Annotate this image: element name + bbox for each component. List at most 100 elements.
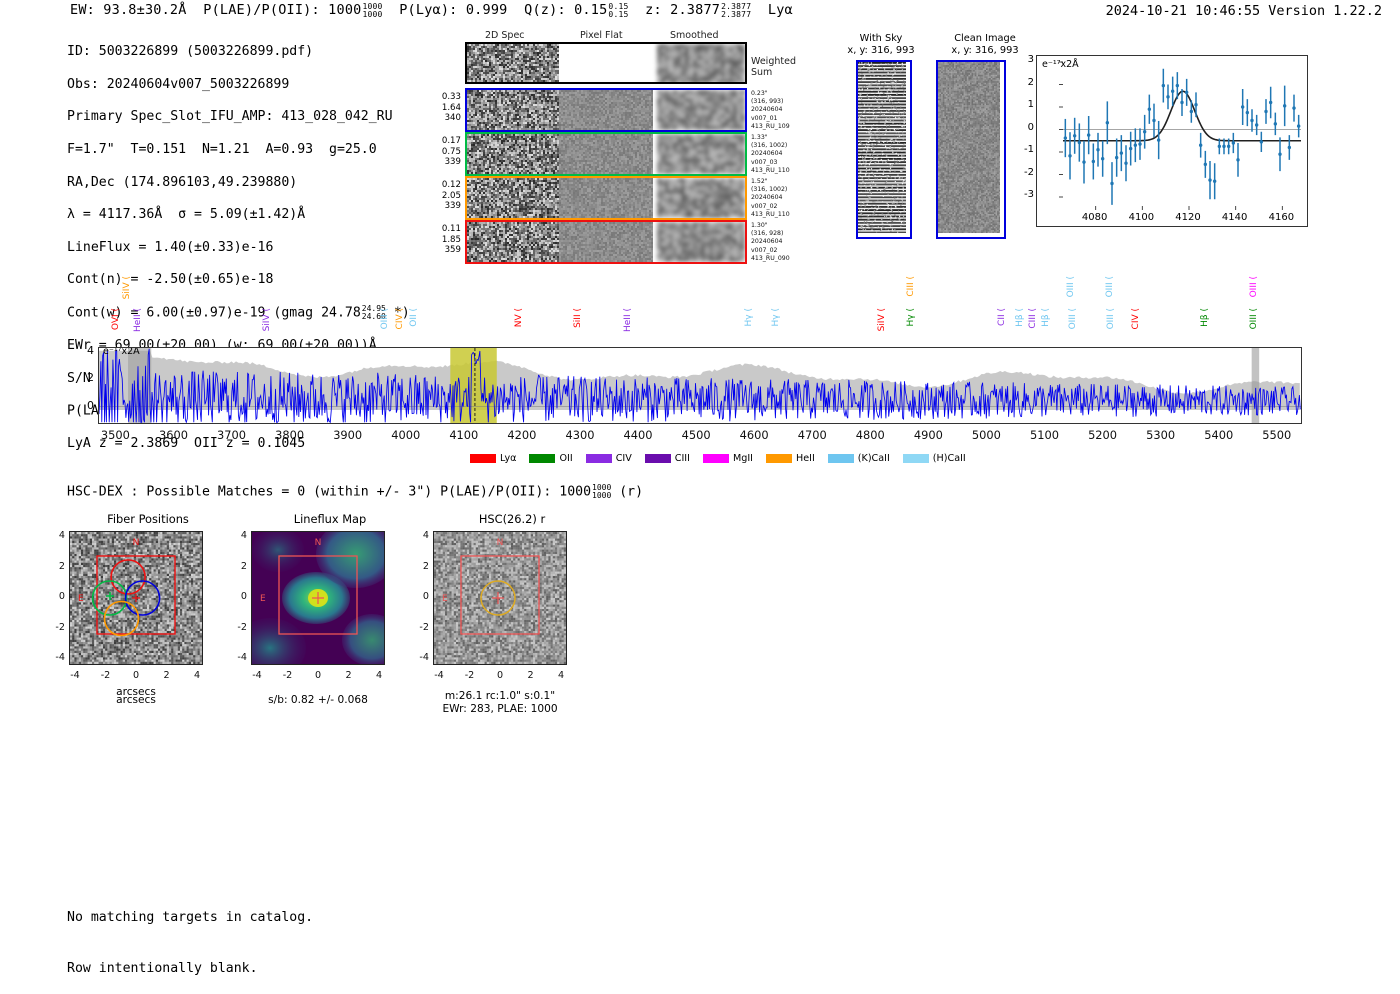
clean-image: [936, 60, 1006, 239]
weighted-sum-label: Weighted Sum: [751, 56, 796, 78]
fiber-positions-canvas: N E: [70, 532, 202, 664]
emission-line-label: CII (: [998, 308, 1007, 326]
fiber-stat: 0.11: [425, 224, 461, 235]
emission-line-label: OIII (: [1107, 308, 1116, 329]
info-lambda-sigma: λ = 4117.36Å σ = 5.09(±1.42)Å: [67, 207, 410, 223]
fiber-strip: [465, 42, 747, 84]
spectrum-xtick: 4300: [565, 428, 594, 442]
footer-line-1: No matching targets in catalog.: [67, 909, 313, 926]
fiber-stat: 1.64: [425, 103, 461, 114]
fiber-meta-line: 20240604: [751, 194, 831, 202]
legend-label: MgII: [733, 453, 753, 464]
fiber-stat: 2.05: [425, 191, 461, 202]
emission-line-label: OII (: [410, 308, 419, 327]
compass-north: N: [315, 538, 322, 548]
lineplot-xtick: 4160: [1269, 212, 1294, 223]
emission-line-label: OIII (: [1250, 276, 1259, 297]
lineplot-ytick: 2: [1014, 77, 1034, 88]
clean-image-title: Clean Image: [925, 33, 1045, 45]
legend-label: (K)CaII: [858, 453, 890, 464]
lineplot-ytick: -3: [1014, 189, 1034, 200]
spectrum-xtick: 4500: [682, 428, 711, 442]
cutout-ytick: 2: [409, 561, 429, 572]
spectrum-xtick: 4700: [798, 428, 827, 442]
legend-swatch: [903, 454, 929, 463]
spectrum-xtick: 4100: [449, 428, 478, 442]
spectrum-xtick: 5200: [1088, 428, 1117, 442]
fiber-meta-line: 20240604: [751, 238, 831, 246]
legend-item: CIV: [586, 453, 632, 464]
legend-label: (H)CaII: [933, 453, 966, 464]
with-sky-canvas: [858, 62, 906, 233]
fiber-meta-line: v007_02: [751, 247, 831, 255]
cutout-xtick: 4: [194, 670, 200, 681]
legend-label: CIII: [675, 453, 690, 464]
emission-line-label: NV (: [515, 308, 524, 327]
fiber-meta-line: 0.23": [751, 90, 831, 98]
emission-line-label: OIII (: [1106, 276, 1115, 297]
spectrum-xtick: 4200: [507, 428, 536, 442]
spectrum-xtick: 5500: [1262, 428, 1291, 442]
emission-line-label: Hγ (: [907, 308, 916, 326]
hsc-r-cutout[interactable]: N E: [433, 531, 567, 665]
compass-east: E: [442, 594, 448, 604]
emission-line-label: SiIV (: [123, 276, 132, 299]
cutout-ytick: 0: [409, 591, 429, 602]
panel-title-hsc-r: HSC(26.2) r: [432, 512, 592, 526]
cutout-ytick: -4: [227, 652, 247, 663]
cutout-ytick: -4: [45, 652, 65, 663]
cutout-xtick: -2: [283, 670, 293, 681]
col-header-pixelflat: Pixel Flat: [580, 30, 623, 41]
legend-item: CIII: [645, 453, 690, 464]
legend-item: (H)CaII: [903, 453, 966, 464]
fiber-meta-line: 413_RU_090: [751, 255, 831, 263]
fiber-meta-line: 413_RU_110: [751, 211, 831, 219]
fiber-strip-canvas: [467, 90, 745, 130]
cutout-ytick: 0: [227, 591, 247, 602]
with-sky-coords: x, y: 316, 993: [826, 45, 936, 57]
header-ew: EW: 93.8±30.2Å: [70, 2, 187, 18]
with-sky-image: [856, 60, 912, 239]
cutout-xtick: -4: [252, 670, 262, 681]
header-z: z: 2.3877: [645, 2, 720, 18]
cutout-ytick: -2: [409, 622, 429, 633]
clean-image-canvas: [938, 62, 1000, 233]
compass-east: E: [78, 594, 84, 604]
panel-title-fiber-positions: Fiber Positions: [68, 512, 228, 526]
cutout-xtick: -4: [70, 670, 80, 681]
spectrum-xtick: 5300: [1146, 428, 1175, 442]
legend-swatch: [586, 454, 612, 463]
emission-line-label: CIV (: [396, 308, 405, 329]
spectrum-xtick: 4400: [624, 428, 653, 442]
spectrum-xtick: 3900: [333, 428, 362, 442]
cutout-xtick: -2: [101, 670, 111, 681]
header-line-name: Lyα: [768, 2, 793, 18]
spectrum-xtick: 4000: [391, 428, 420, 442]
footer-note: No matching targets in catalog. Row inte…: [67, 875, 313, 994]
hsc-r-canvas: N E: [434, 532, 566, 664]
fiber-meta-line: (316, 993): [751, 98, 831, 106]
hsc-filter-tag: (r): [619, 484, 643, 499]
legend-label: HeII: [796, 453, 815, 464]
legend-label: OII: [559, 453, 572, 464]
col-header-smoothed: Smoothed: [670, 30, 719, 41]
spectrum-xtick: 5000: [972, 428, 1001, 442]
fiber-meta-line: 20240604: [751, 150, 831, 158]
fiber-positions-cutout[interactable]: N E: [69, 531, 203, 665]
legend-item: MgII: [703, 453, 753, 464]
lineflux-map-cutout[interactable]: N E: [251, 531, 385, 665]
cutout-ytick: -2: [45, 622, 65, 633]
hsc-r-caption: m:26.1 rc:1.0" s:0.1" EWr: 283, PLAE: 10…: [430, 690, 570, 716]
fiber-meta-line: 20240604: [751, 106, 831, 114]
legend-item: (K)CaII: [828, 453, 890, 464]
lineplot-xtick: 4100: [1129, 212, 1154, 223]
header-plae: P(LAE)/P(OII): 1000: [203, 2, 361, 18]
legend-item: HeII: [766, 453, 815, 464]
lineplot-canvas: [1037, 56, 1307, 226]
